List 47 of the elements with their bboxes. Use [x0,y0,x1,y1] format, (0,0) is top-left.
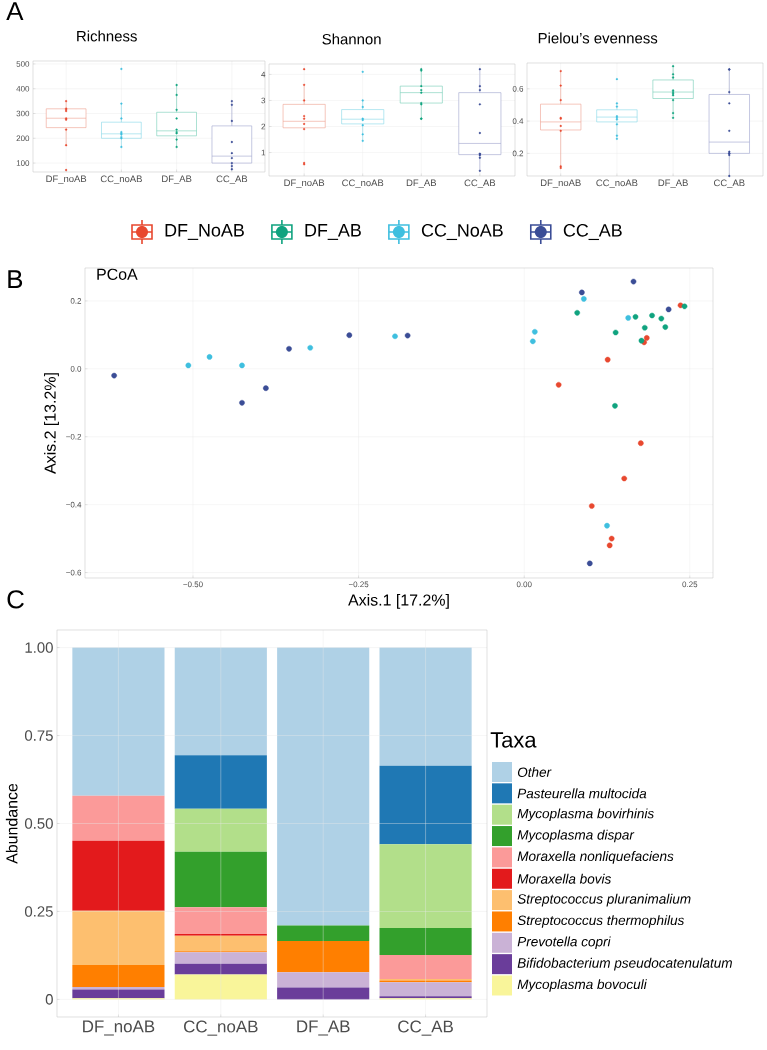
x-tick-label: DF_AB [658,179,688,188]
legend-label: DF_AB [305,224,361,240]
x-tick-label: DF_noAB [540,179,581,188]
x-tick-label: CC_AB [464,179,496,188]
x-tick-label: CC_AB [216,175,248,184]
legend-label: Bifidobacterium pseudocatenulatum [517,957,732,971]
y-tick-label: 0.75 [24,730,53,741]
x-tick-label: DF_noAB [83,1020,155,1036]
legend-label: Streptococcus pluranimalium [517,893,691,907]
legend-label: Moraxella bovis [517,873,612,884]
y-axis-title: Abundance [5,783,18,864]
legend-label: Mycoplasma dispar [517,829,635,843]
x-tick-label: CC_AB [713,179,745,188]
legend-label: Other [517,767,552,777]
x-tick-label: DF_AB [406,179,437,188]
legend-label: Mycoplasma bovoculi [517,979,647,992]
x-tick-label: DF_AB [297,1020,350,1036]
x-tick-label: CC_noAB [342,179,384,188]
chart-title: PCoA [97,268,138,280]
legend-label: Mycoplasma bovirhinis [517,808,654,822]
chart-title: Richness [77,30,137,42]
text: B [8,270,23,289]
legend-label: Moraxella nonliquefaciens [517,851,674,864]
text: C [7,590,24,609]
x-tick-label: CC_noAB [100,175,142,184]
x-tick-label: DF_AB [162,175,192,184]
legend-label: Pasteurella multocida [517,788,647,799]
x-tick-label: CC_AB [398,1020,453,1036]
y-tick-label: 1.00 [25,642,53,653]
x-tick-label: DF_noAB [46,175,87,184]
x-tick-label: DF_noAB [284,179,325,188]
y-axis-title: Axis.2 [13.2%] [44,373,59,474]
x-axis-title: Axis.1 [17.2%] [348,594,449,609]
legend-label: Prevotella copri [517,936,611,950]
chart-title: Shannon [322,33,381,45]
legend-label: CC_AB [563,223,622,241]
y-tick-label: 0.25 [24,906,53,917]
y-tick-label: 0.50 [24,818,53,829]
legend-label: Streptococcus thermophilus [517,915,685,928]
chart-title: Pielou’s evenness [538,32,658,44]
legend-label: DF_NoAB [165,224,244,240]
y-tick-label: 0 [45,994,53,1005]
text: A [6,2,24,21]
legend-label: CC_NoAB [421,223,503,241]
x-tick-label: CC_noAB [184,1020,258,1036]
x-tick-label: CC_noAB [596,179,638,188]
legend-title: Taxa [490,732,537,748]
